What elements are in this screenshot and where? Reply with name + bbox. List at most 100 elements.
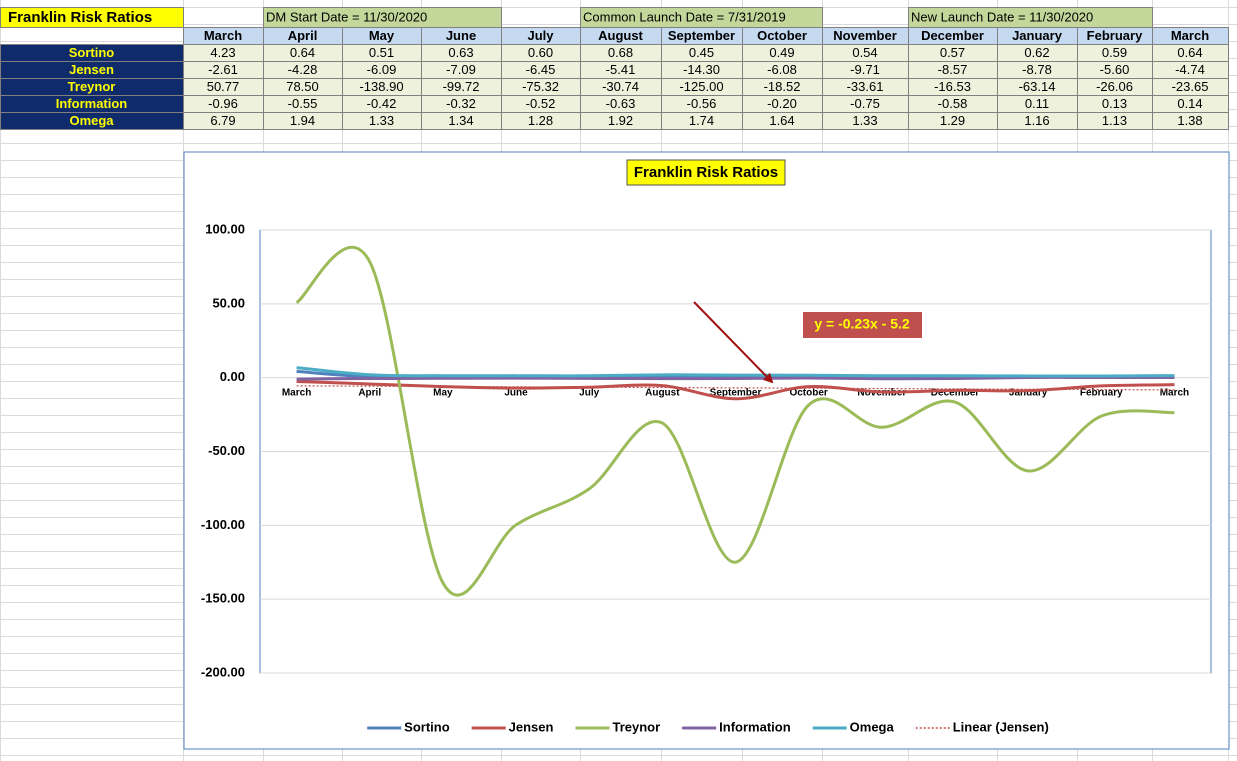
table-cell: 1.13 xyxy=(1102,113,1127,128)
table-cell: -63.14 xyxy=(1019,79,1056,94)
y-tick-label: -200.00 xyxy=(201,664,245,679)
table-cell: -6.45 xyxy=(526,62,556,77)
legend: Sortino Jensen Treynor Information Omega Line… xyxy=(367,719,1049,734)
table-cell: -0.42 xyxy=(367,96,397,111)
table-cell: 1.16 xyxy=(1024,113,1049,128)
x-tick-label: December xyxy=(931,387,979,398)
column-header: March xyxy=(204,28,242,43)
series-line xyxy=(296,375,1175,381)
table-cell: -6.09 xyxy=(367,62,397,77)
table-cell: 0.13 xyxy=(1102,96,1127,111)
legend-label: Linear (Jensen) xyxy=(953,719,1049,734)
legend-label: Information xyxy=(719,719,791,734)
y-tick-label: 50.00 xyxy=(212,295,245,310)
cell xyxy=(0,7,184,28)
x-tick-label: April xyxy=(358,387,381,398)
table-title: Franklin Risk Ratios xyxy=(8,9,152,26)
y-tick-label: -100.00 xyxy=(201,517,245,532)
column-header: February xyxy=(1087,28,1143,43)
table-cell: -4.28 xyxy=(288,62,318,77)
column-header: October xyxy=(757,28,807,43)
trendline-equation: y = -0.23x - 5.2 xyxy=(814,316,910,332)
table-cell: -6.08 xyxy=(767,62,797,77)
table-cell: 1.33 xyxy=(852,113,877,128)
chart-title-box xyxy=(626,159,786,186)
table-cell: -138.90 xyxy=(359,79,403,94)
x-tick-label: June xyxy=(504,387,528,398)
table-cell: -4.74 xyxy=(1175,62,1205,77)
table-cell: 0.68 xyxy=(608,45,633,60)
table-cell: 0.57 xyxy=(940,45,965,60)
table-cell: -7.09 xyxy=(446,62,476,77)
table-cell: -125.00 xyxy=(679,79,723,94)
table: Franklin Risk Ratios DM Start Date = 11/3… xyxy=(0,7,1229,130)
column-header: January xyxy=(1012,28,1063,43)
column-header: December xyxy=(921,28,984,43)
table-cell: -5.60 xyxy=(1100,62,1130,77)
x-tick-label: August xyxy=(645,387,680,398)
table-cell: -0.63 xyxy=(606,96,636,111)
x-tick-label: March xyxy=(282,387,311,398)
table-cell: -0.55 xyxy=(288,96,318,111)
legend-label: Omega xyxy=(850,719,895,734)
table-cell: 1.28 xyxy=(528,113,553,128)
table-cell: 0.14 xyxy=(1177,96,1202,111)
annotation-arrow xyxy=(693,301,774,384)
series-line xyxy=(296,380,1175,401)
date-note: Common Launch Date = 7/31/2019 xyxy=(583,9,786,24)
column-header: November xyxy=(833,28,897,43)
table-cell: -16.53 xyxy=(934,79,971,94)
column-header: March xyxy=(1171,28,1209,43)
table-cell: 0.45 xyxy=(689,45,714,60)
table-cell: 78.50 xyxy=(286,79,319,94)
chart-title: Franklin Risk Ratios xyxy=(634,164,778,181)
table-cell: 6.79 xyxy=(210,113,235,128)
cell xyxy=(1152,112,1229,130)
x-tick-label: May xyxy=(433,387,453,398)
table-cell: -75.32 xyxy=(522,79,559,94)
chart: -200.00 -150.00 -100.00 -50.00 0.00 50.00 100.… xyxy=(201,221,1211,679)
series-line xyxy=(296,366,1175,378)
table-cell: -0.96 xyxy=(208,96,238,111)
column-header: September xyxy=(668,28,735,43)
x-tick-label: July xyxy=(579,387,599,398)
table-cell: 1.29 xyxy=(940,113,965,128)
table-cell: 0.64 xyxy=(1177,45,1202,60)
table-cell: -9.71 xyxy=(850,62,880,77)
table-cell: -8.78 xyxy=(1022,62,1052,77)
series-line xyxy=(295,245,1175,597)
table-cell: -8.57 xyxy=(938,62,968,77)
table-cell: -0.52 xyxy=(526,96,556,111)
date-note: New Launch Date = 11/30/2020 xyxy=(911,9,1093,24)
table-cell: 0.49 xyxy=(769,45,794,60)
y-tick-label: -150.00 xyxy=(201,591,245,606)
table-cell: 0.59 xyxy=(1102,45,1127,60)
column-header: June xyxy=(446,28,476,43)
table-cell: -18.52 xyxy=(764,79,801,94)
row-label: Information xyxy=(56,96,128,111)
table-cell: 4.23 xyxy=(210,45,235,60)
x-tick-label: January xyxy=(1009,387,1048,398)
table-cell: -26.06 xyxy=(1096,79,1133,94)
y-tick-label: 0.00 xyxy=(220,369,245,384)
y-tick-label: 100.00 xyxy=(205,221,245,236)
x-tick-label: October xyxy=(789,387,827,398)
table-cell: -14.30 xyxy=(683,62,720,77)
legend-label: Jensen xyxy=(509,719,554,734)
table-cell: -0.75 xyxy=(850,96,880,111)
table-cell: -99.72 xyxy=(443,79,480,94)
row-label: Treynor xyxy=(68,79,116,94)
table-cell: 50.77 xyxy=(207,79,240,94)
table-cell: -30.74 xyxy=(602,79,639,94)
table-cell: -33.61 xyxy=(847,79,884,94)
table-cell: -0.20 xyxy=(767,96,797,111)
row-label: Sortino xyxy=(69,45,115,60)
column-header: July xyxy=(527,28,554,43)
table-cell: 0.62 xyxy=(1024,45,1049,60)
column-header: May xyxy=(369,28,395,43)
table-cell: 0.64 xyxy=(290,45,315,60)
table-cell: 1.38 xyxy=(1177,113,1202,128)
table-cell: 1.94 xyxy=(290,113,315,128)
